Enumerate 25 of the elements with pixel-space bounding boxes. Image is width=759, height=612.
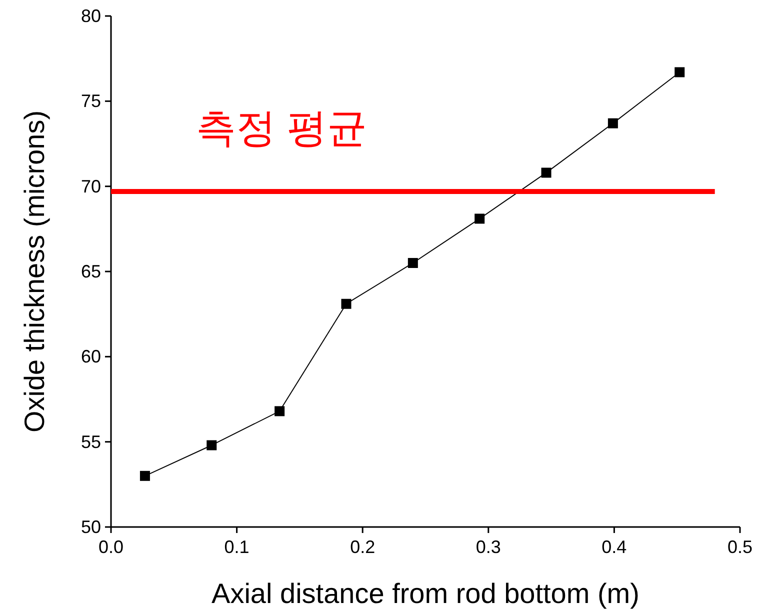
x-tick-label: 0.5 <box>727 537 753 557</box>
y-tick-label: 65 <box>80 262 101 282</box>
x-tick-label: 0.1 <box>224 537 250 557</box>
x-tick-label: 0.0 <box>98 537 124 557</box>
point <box>474 214 485 224</box>
x-tick-label: 0.4 <box>602 537 627 557</box>
point <box>541 168 552 178</box>
y-tick-label: 60 <box>80 346 101 367</box>
point <box>608 118 618 128</box>
point <box>274 406 285 416</box>
x-axis-title: Axial distance from rod bottom (m) <box>212 578 640 609</box>
series-label: 측정 평균 <box>196 106 368 150</box>
x-tick-label: 0.2 <box>350 537 376 557</box>
y-tick-label: 50 <box>80 517 101 537</box>
point <box>206 440 217 450</box>
point <box>140 470 150 481</box>
y-tick-label: 75 <box>80 91 101 112</box>
y-axis-title: Oxide thickness (microns) <box>19 110 50 433</box>
y-tick-label: 55 <box>80 432 101 452</box>
point <box>341 298 352 309</box>
x-tick-label: 0.3 <box>476 537 501 557</box>
y-tick-label: 80 <box>80 6 101 26</box>
point <box>674 67 685 78</box>
y-tick-label: 70 <box>80 176 101 196</box>
point <box>408 258 418 268</box>
